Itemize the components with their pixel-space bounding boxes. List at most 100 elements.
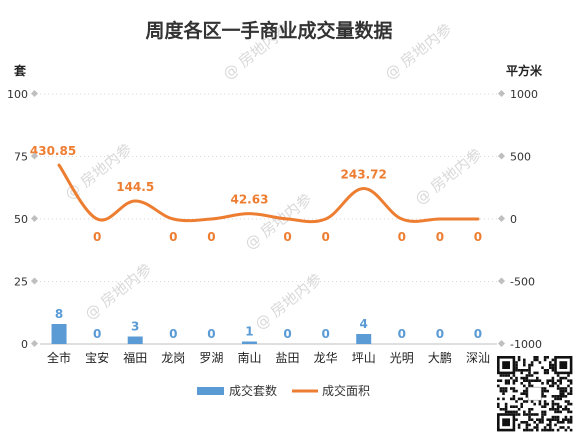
qr-module	[520, 369, 523, 372]
line-label-6: 0	[283, 230, 291, 244]
qr-module	[543, 426, 547, 429]
qr-module	[528, 415, 531, 419]
qr-module	[530, 418, 534, 421]
category-label-5: 南山	[237, 350, 261, 365]
bar-label-11: 0	[474, 327, 482, 341]
bar-label-2: 3	[131, 320, 139, 334]
qr-module	[517, 358, 521, 362]
qr-module	[559, 410, 562, 414]
qr-module	[551, 418, 555, 421]
qr-module	[499, 387, 503, 390]
qr-module	[536, 423, 539, 427]
qr-module	[567, 379, 570, 382]
qr-center-logo	[527, 386, 542, 401]
qr-module	[554, 408, 557, 411]
qr-module	[525, 392, 529, 395]
qr-module	[554, 418, 557, 421]
qr-module	[523, 363, 526, 367]
qr-module	[543, 428, 547, 432]
legend-label-area: 成交面积	[322, 383, 370, 398]
qr-module	[569, 410, 573, 414]
qr-module	[528, 384, 531, 388]
qr-module	[528, 371, 531, 375]
qr-module	[543, 369, 547, 372]
qr-module	[562, 421, 565, 424]
qr-module	[528, 379, 531, 382]
qr-module	[536, 358, 539, 362]
qr-module	[525, 426, 529, 429]
qr-module	[523, 358, 526, 362]
qr-module	[562, 392, 565, 395]
qr-finder-inner	[559, 361, 568, 369]
qr-module	[515, 410, 518, 414]
qr-module	[564, 376, 568, 380]
qr-module	[556, 405, 560, 408]
qr-module	[567, 384, 570, 388]
qr-module	[564, 428, 568, 432]
qr-module	[569, 415, 573, 419]
qr-module	[507, 382, 510, 385]
qr-module	[559, 405, 562, 408]
qr-module	[562, 418, 565, 421]
bar-8	[356, 334, 372, 344]
watermark-4: @ 房地内参	[411, 145, 485, 208]
area-series-line	[57, 163, 480, 224]
qr-module	[512, 405, 516, 408]
right-axis-unit: 平方米	[506, 63, 543, 78]
qr-module	[546, 369, 549, 372]
qr-module	[562, 387, 565, 390]
qr-module	[562, 389, 565, 393]
qr-module	[564, 400, 568, 403]
qr-module	[525, 379, 529, 382]
qr-module	[520, 421, 523, 424]
qr-module	[523, 428, 526, 432]
qr-finder-inner	[502, 418, 510, 427]
qr-module	[567, 426, 570, 429]
watermark-5: @ 房地内参	[81, 260, 155, 323]
qr-module	[564, 395, 568, 398]
qr-module	[551, 379, 555, 382]
qr-module	[551, 400, 555, 403]
qr-module	[541, 366, 544, 369]
legend-swatch-units	[197, 387, 224, 395]
qr-module	[533, 379, 536, 382]
qr-module	[556, 387, 560, 390]
qr-module	[504, 402, 508, 406]
qr-module	[515, 400, 518, 403]
qr-module	[525, 413, 529, 416]
qr-module	[528, 423, 531, 427]
line-label-5: 42.63	[230, 193, 268, 207]
line-label-4: 0	[207, 230, 215, 244]
qr-module	[504, 410, 508, 414]
qr-module	[525, 421, 529, 424]
qr-module	[515, 379, 518, 382]
qr-module	[551, 376, 555, 380]
qr-module	[564, 415, 568, 419]
qr-module	[541, 389, 544, 393]
qr-module	[554, 415, 557, 419]
qr-module	[530, 384, 534, 388]
qr-module	[541, 418, 544, 421]
qr-module	[504, 379, 508, 382]
qr-module	[541, 410, 544, 414]
qr-module	[538, 400, 542, 403]
qr-module	[504, 374, 508, 377]
category-label-0: 全市	[47, 350, 71, 365]
bars-layer	[51, 324, 372, 344]
bar-label-6: 0	[283, 327, 291, 341]
bar-0	[51, 324, 67, 344]
qr-module	[512, 379, 516, 382]
qr-module	[567, 400, 570, 403]
legend-label-units: 成交套数	[229, 383, 277, 398]
qr-module	[530, 408, 534, 411]
qr-module	[497, 402, 500, 406]
qr-module	[549, 426, 552, 429]
qr-module	[559, 387, 562, 390]
qr-module	[543, 400, 547, 403]
qr-module	[567, 374, 570, 377]
qr-module	[512, 374, 516, 377]
left-tick-marker	[30, 152, 39, 160]
qr-module	[523, 400, 526, 403]
qr-module	[541, 421, 544, 424]
watermark-layer: @ 房地内参 @ 房地内参@ 房地内参@ 房地内参@ 房地内参@ 房地内参 @ 房地…	[61, 20, 485, 333]
